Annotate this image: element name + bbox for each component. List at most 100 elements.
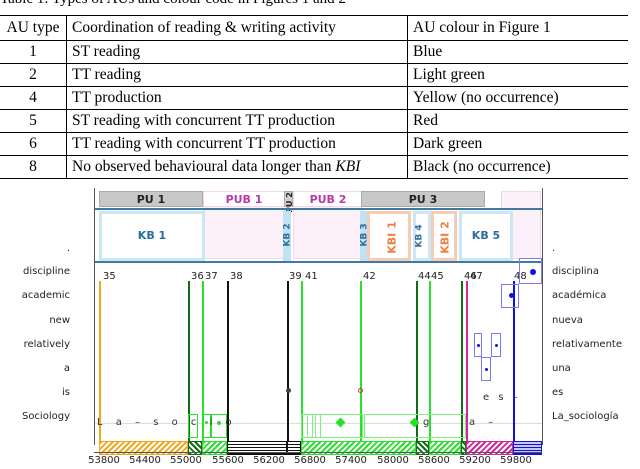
kb2-label: KB 2 xyxy=(282,223,293,247)
cell-colour: Black (no occurrence) xyxy=(407,155,628,179)
plot-area: PU 1 PUB 1 PU 2 PUB 2 PU 3 KB 1 KB 2 KB … xyxy=(94,188,543,455)
au39-line xyxy=(287,281,289,441)
cell-colour: Yellow (no occurrence) xyxy=(407,86,628,110)
au37-bar xyxy=(202,441,227,455)
st-fixation-dot xyxy=(530,269,536,275)
x-tick-label: 59800 xyxy=(500,455,532,466)
au-number: 35 xyxy=(103,271,116,282)
st-fixation-dot xyxy=(509,293,514,298)
au-number: 46 xyxy=(464,271,477,282)
header-au-type: AU type xyxy=(0,15,67,41)
x-axis xyxy=(94,452,542,453)
au45-line xyxy=(429,281,431,441)
table-row: 5 ST reading with concurrent TT producti… xyxy=(0,109,628,133)
au43-line xyxy=(360,281,362,441)
fixation-dot xyxy=(217,421,221,425)
y-label-right: es xyxy=(552,387,564,398)
x-tick-label: 54400 xyxy=(129,455,161,466)
y-label-left: relatively xyxy=(23,339,70,350)
au-number: 36 xyxy=(191,271,204,282)
keystrokes-sociology: L a – s o c i o xyxy=(97,417,237,428)
table-header-row: AU type Coordination of reading & writin… xyxy=(0,15,628,41)
kb1-box: KB 1 xyxy=(99,211,205,261)
fixation-box xyxy=(362,414,365,438)
y-label-left: academic xyxy=(21,290,70,301)
cell-type: 8 xyxy=(0,155,67,179)
au-number: 45 xyxy=(431,271,444,282)
cell-type: 4 xyxy=(0,86,67,110)
fixation-box xyxy=(315,414,321,438)
st-fixation-box xyxy=(474,333,482,357)
x-tick-label: 57400 xyxy=(335,455,367,466)
keystrokes-a: a – xyxy=(469,417,499,428)
cell-activity: ST reading with concurrent TT production xyxy=(66,109,408,133)
y-label-right: académica xyxy=(552,290,607,301)
fixation-dot xyxy=(358,388,363,393)
fixation-box-long xyxy=(301,414,466,438)
cell-colour: Dark green xyxy=(407,132,628,156)
kbi1-box: KBI 1 xyxy=(367,211,411,261)
y-label-left: new xyxy=(49,315,70,326)
header-colour: AU colour in Figure 1 xyxy=(407,15,628,41)
x-tick-label: 58000 xyxy=(377,455,409,466)
kb4-label: KB 4 xyxy=(414,224,425,248)
x-tick-label: 59200 xyxy=(459,455,491,466)
cell-type: 2 xyxy=(0,63,67,87)
kb2-box: KB 2 xyxy=(282,211,293,261)
x-tick-label: 55000 xyxy=(170,455,202,466)
figure-progression-graph: . discipline academic new relatively a i… xyxy=(0,185,640,469)
kbi2-label: KBI 2 xyxy=(438,221,452,254)
au37-line xyxy=(202,281,204,441)
cell-activity: TT reading with concurrent TT production xyxy=(66,132,408,156)
fixation-box xyxy=(211,414,227,438)
cell-type: 6 xyxy=(0,132,67,156)
au41-bar xyxy=(301,441,416,455)
y-dot-left: . xyxy=(66,243,70,254)
fixation-box xyxy=(188,414,198,438)
header-activity: Coordination of reading & writing activi… xyxy=(66,15,408,41)
x-tick-label: 56200 xyxy=(253,455,285,466)
kb3-box: KB 3 xyxy=(360,211,370,261)
au35-line xyxy=(99,281,101,441)
pub2-bar: PUB 2 xyxy=(293,191,363,207)
fixation-dot xyxy=(205,421,208,424)
au-number: 37 xyxy=(205,271,218,282)
table-row: 6 TT reading with concurrent TT producti… xyxy=(0,132,628,156)
st-fixation-box xyxy=(519,258,542,284)
pu1-bar: PU 1 xyxy=(99,191,203,207)
au46-line xyxy=(461,281,463,441)
au-number: 41 xyxy=(305,271,318,282)
au-number: 38 xyxy=(230,271,243,282)
st-fixation-box xyxy=(501,284,519,308)
au45-bar xyxy=(429,441,461,455)
au-number: 42 xyxy=(363,271,376,282)
fixation-box xyxy=(307,414,313,438)
sociology-baseline xyxy=(95,423,542,424)
st-fixation-dot xyxy=(485,368,488,371)
au41-line xyxy=(301,281,303,441)
au38-line xyxy=(227,281,229,441)
st-fixation-box xyxy=(481,357,491,381)
kbi1-label: KBI 1 xyxy=(385,221,399,254)
au-number: 47 xyxy=(470,271,483,282)
y-label-right: una xyxy=(552,363,571,374)
pu2-bar: PU 2 xyxy=(284,191,294,213)
activity-text: No observed behavioural data longer than xyxy=(72,158,332,175)
au-number: 48 xyxy=(514,271,527,282)
au47-bar xyxy=(466,441,513,455)
y-label-left: discipline xyxy=(22,266,70,277)
au48-bar xyxy=(513,441,542,455)
pub1-bar: PUB 1 xyxy=(203,191,285,207)
au36-bar xyxy=(188,441,202,455)
table-caption: Table 1: Types of AUs and colour code in… xyxy=(0,0,346,8)
au44-bar xyxy=(416,441,429,455)
au46-bar xyxy=(461,441,466,455)
kb5-box: KB 5 xyxy=(459,211,513,261)
y-label-left: is xyxy=(62,387,70,398)
y-label-right: nueva xyxy=(552,315,583,326)
au39-bar xyxy=(287,441,301,455)
kb-au-divider xyxy=(95,261,542,263)
cell-colour: Blue xyxy=(407,40,628,64)
cell-colour: Light green xyxy=(407,63,628,87)
pu-kb-divider xyxy=(95,208,542,210)
